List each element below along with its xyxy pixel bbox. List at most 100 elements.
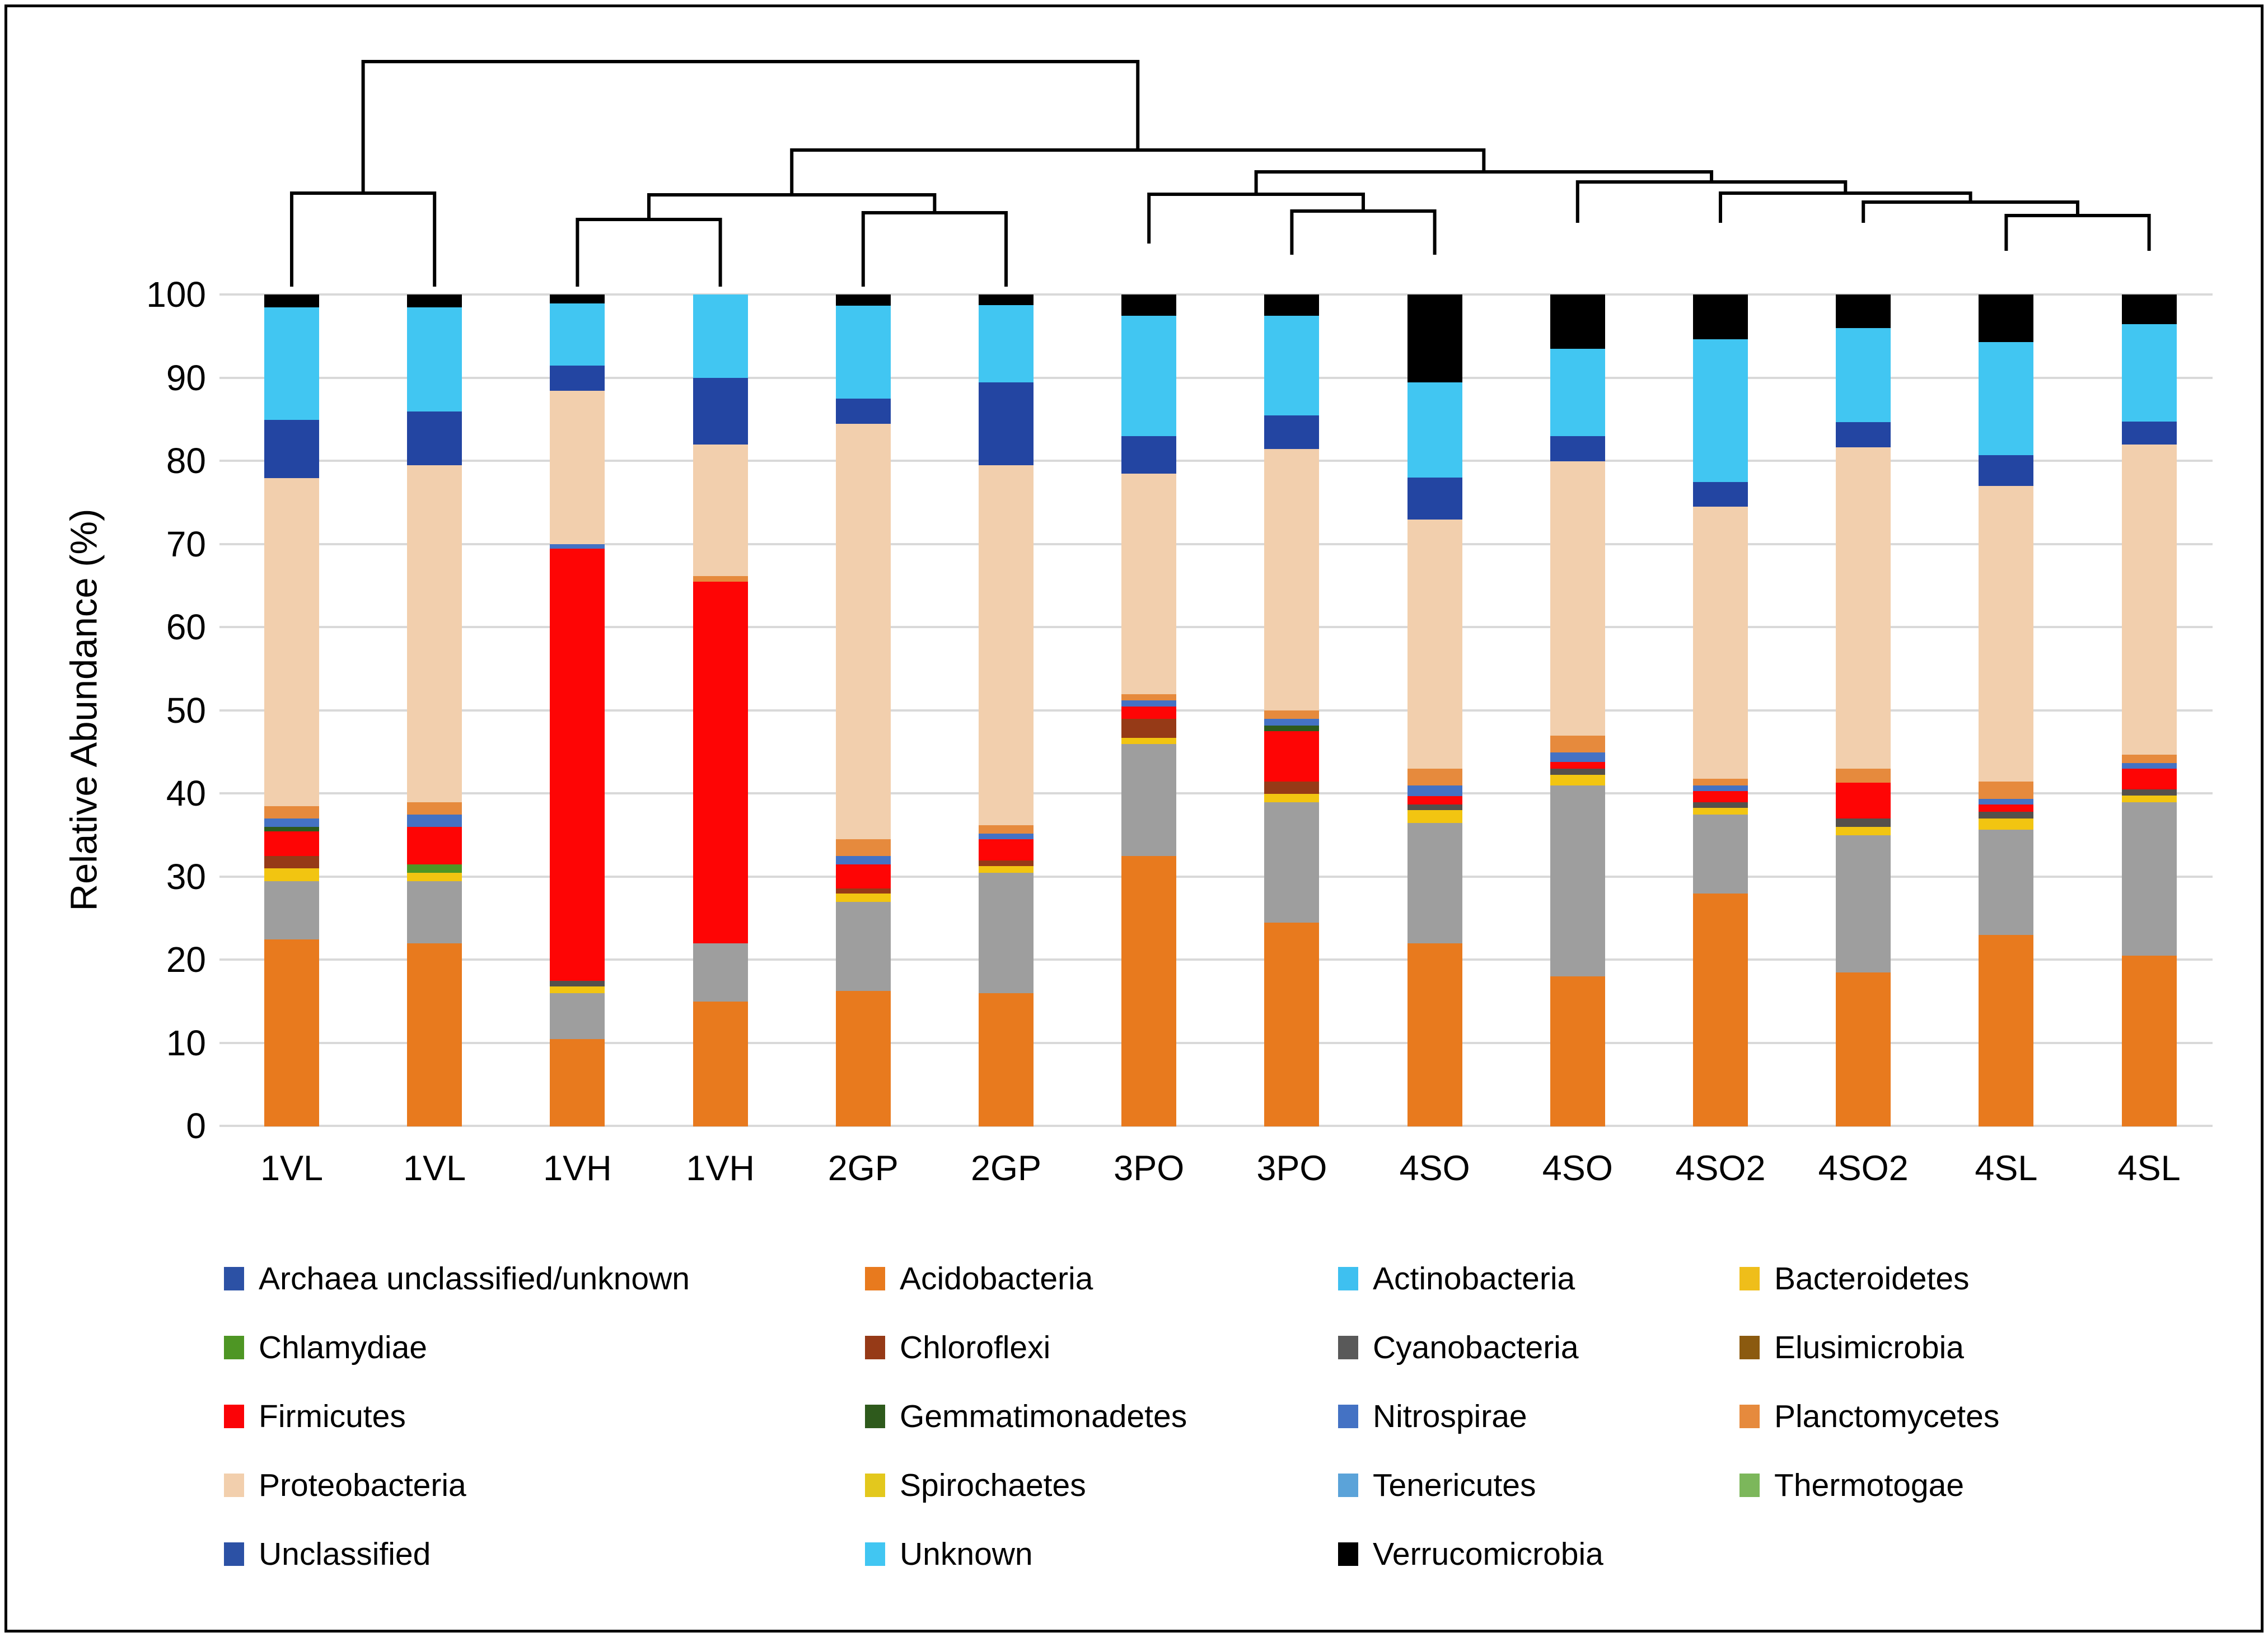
bar-segment (1693, 481, 1748, 507)
legend-item-label: Acidobacteria (900, 1261, 1093, 1297)
legend-swatch (224, 1542, 244, 1566)
bar-segment (1264, 725, 1320, 732)
bar-segment (1836, 818, 1891, 827)
bar-segment (2121, 768, 2177, 790)
bar-segment (979, 859, 1034, 866)
bar-segment (550, 993, 605, 1039)
bar-segment (1264, 718, 1320, 726)
x-category-label: 4SL (1975, 1149, 2038, 1188)
legend-swatch (1338, 1405, 1358, 1428)
x-category-label: 1VL (403, 1149, 466, 1188)
bar-segment (1550, 461, 1605, 736)
bar-segment (1121, 700, 1177, 707)
bar-segment (1979, 485, 2034, 782)
bar-segment (407, 294, 462, 308)
bar-segment (1121, 743, 1177, 857)
x-category-label: 2GP (970, 1149, 1042, 1188)
bar-segment (1407, 804, 1462, 811)
legend-item: Planctomycetes (1739, 1400, 1999, 1433)
bar-segment (1121, 706, 1177, 719)
bar-segment (264, 938, 319, 1126)
legend-item-label: Archaea unclassified/unknown (259, 1261, 690, 1297)
bar-segment (693, 444, 748, 576)
bar-segment (407, 307, 462, 411)
x-category-label: 1VH (686, 1149, 755, 1188)
bar-segment (979, 294, 1034, 305)
bar-segment (264, 855, 319, 869)
bar-segment (1836, 294, 1891, 329)
bar-segment (1836, 782, 1891, 819)
bar-segment (835, 855, 891, 865)
bar-segment (1550, 761, 1605, 769)
bar-segment (1836, 328, 1891, 422)
legend-item-label: Spirochaetes (900, 1467, 1086, 1503)
bar-segment (1836, 768, 1891, 783)
legend-item: Cyanobacteria (1338, 1331, 1579, 1364)
gridline (219, 626, 2213, 628)
bar-segment (1264, 731, 1320, 782)
x-category-label: 4SO (1542, 1149, 1613, 1188)
bar-segment (1121, 436, 1177, 474)
bar-segment (1264, 793, 1320, 802)
bar-segment (835, 305, 891, 399)
legend-item-label: Unknown (900, 1536, 1033, 1572)
bar-segment (1550, 348, 1605, 437)
x-category-label: 3PO (1114, 1149, 1185, 1188)
legend-swatch (1338, 1267, 1358, 1290)
bar-segment (1979, 294, 2034, 343)
legend-item: Unknown (865, 1537, 1033, 1571)
bar-segment (1979, 818, 2034, 830)
bar-segment (1550, 436, 1605, 461)
legend-item-label: Verrucomicrobia (1373, 1536, 1603, 1572)
y-tick-label: 30 (166, 856, 206, 897)
gridline (219, 460, 2213, 462)
bar-segment (1264, 415, 1320, 449)
bar-segment (1121, 693, 1177, 701)
legend-item: Spirochaetes (865, 1468, 1086, 1502)
legend-item: Gemmatimonadetes (865, 1400, 1187, 1433)
gridline (219, 792, 2213, 794)
bar-segment (1979, 455, 2034, 487)
bar-segment (550, 986, 605, 994)
bar-segment (2121, 420, 2177, 445)
legend-swatch (1338, 1474, 1358, 1497)
bar-segment (264, 880, 319, 939)
legend-item: Verrucomicrobia (1338, 1537, 1603, 1571)
legend-item-label: Elusimicrobia (1774, 1330, 1964, 1365)
bar-segment (835, 294, 891, 306)
bar-segment (1121, 737, 1177, 744)
bar-segment (835, 893, 891, 902)
bar-segment (2121, 794, 2177, 802)
bar-segment (407, 943, 462, 1126)
legend-item-label: Nitrospirae (1373, 1399, 1527, 1434)
legend-item: Chlamydiae (224, 1331, 427, 1364)
legend-swatch (1739, 1405, 1760, 1428)
legend-item-label: Bacteroidetes (1774, 1261, 1970, 1297)
legend-item-label: Gemmatimonadetes (900, 1399, 1187, 1434)
bar-segment (1264, 710, 1320, 719)
legend-swatch (1338, 1542, 1358, 1566)
bar-segment (693, 581, 748, 944)
bar-segment (264, 826, 319, 831)
bar-segment (550, 544, 605, 549)
y-tick-label: 100 (146, 274, 206, 315)
bar-segment (550, 980, 605, 987)
bar-segment (693, 1001, 748, 1126)
legend-item: Firmicutes (224, 1400, 406, 1433)
legend-item: Unclassified (224, 1537, 431, 1571)
bar-segment (1407, 477, 1462, 520)
bar-segment (979, 833, 1034, 840)
legend-swatch (1739, 1267, 1760, 1290)
legend-item: Actinobacteria (1338, 1262, 1575, 1295)
bar-segment (693, 943, 748, 1002)
bar-segment (979, 872, 1034, 994)
bar-segment (407, 826, 462, 865)
bar-segment (2121, 789, 2177, 796)
bar-segment (1979, 780, 2034, 799)
y-tick-label: 80 (166, 441, 206, 481)
legend-item-label: Actinobacteria (1373, 1261, 1575, 1297)
bar-segment (835, 839, 891, 857)
bar-segment (1407, 943, 1462, 1126)
bar-segment (1693, 801, 1748, 808)
legend-swatch (224, 1267, 244, 1290)
